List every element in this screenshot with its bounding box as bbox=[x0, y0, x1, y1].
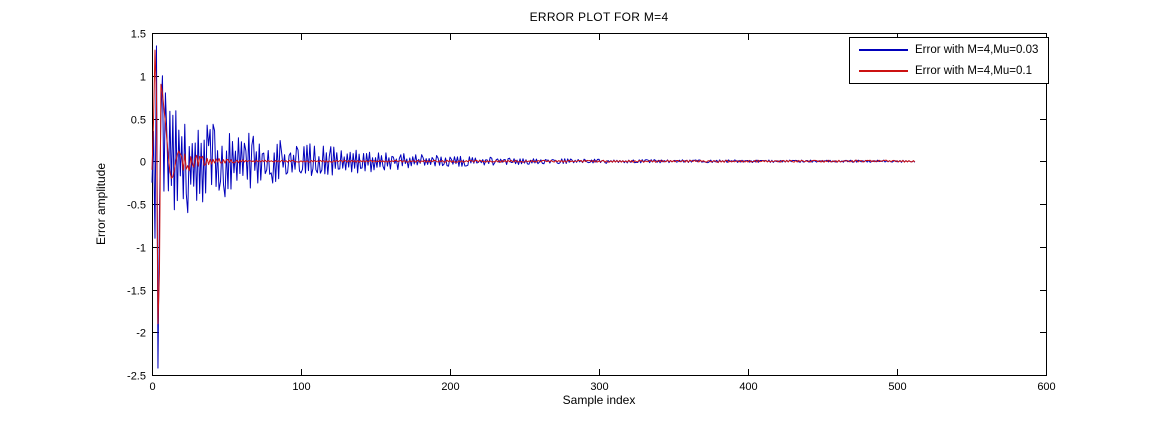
x-tick-label: 400 bbox=[739, 381, 757, 393]
y-tick-label: 0.5 bbox=[131, 115, 146, 127]
axes-box bbox=[152, 33, 1047, 376]
legend-entry: Error with M=4,Mu=0.1 bbox=[850, 62, 1048, 81]
y-tick-label: -1 bbox=[136, 243, 146, 255]
y-tick-label: 1 bbox=[140, 72, 146, 84]
legend: Error with M=4,Mu=0.03 Error with M=4,Mu… bbox=[849, 37, 1049, 84]
y-tick-label: -2.5 bbox=[127, 371, 146, 383]
legend-entry: Error with M=4,Mu=0.03 bbox=[850, 40, 1048, 59]
series-line-blue bbox=[151, 45, 916, 369]
y-axis-label: Error amplitude bbox=[94, 162, 108, 246]
legend-entry-label: Error with M=4,Mu=0.03 bbox=[915, 43, 1039, 56]
legend-entry-label: Error with M=4,Mu=0.1 bbox=[915, 65, 1032, 78]
legend-line-sample-blue bbox=[859, 48, 908, 51]
y-tick-label: 1.5 bbox=[131, 29, 146, 41]
legend-line-sample-red bbox=[859, 70, 908, 73]
series-line-red bbox=[151, 49, 916, 325]
x-tick-label: 200 bbox=[441, 381, 459, 393]
x-tick-label: 100 bbox=[292, 381, 310, 393]
plot-title: ERROR PLOT FOR M=4 bbox=[529, 10, 669, 24]
x-axis-label: Sample index bbox=[562, 393, 636, 407]
y-tick-label: -0.5 bbox=[127, 200, 146, 212]
x-tick-label: 300 bbox=[590, 381, 608, 393]
x-tick-label: 600 bbox=[1037, 381, 1055, 393]
y-tick-label: 0 bbox=[140, 157, 146, 169]
x-tick-label: 500 bbox=[888, 381, 906, 393]
y-tick-label: -2 bbox=[136, 328, 146, 340]
y-tick-label: -1.5 bbox=[127, 286, 146, 298]
x-tick-label: 0 bbox=[149, 381, 155, 393]
